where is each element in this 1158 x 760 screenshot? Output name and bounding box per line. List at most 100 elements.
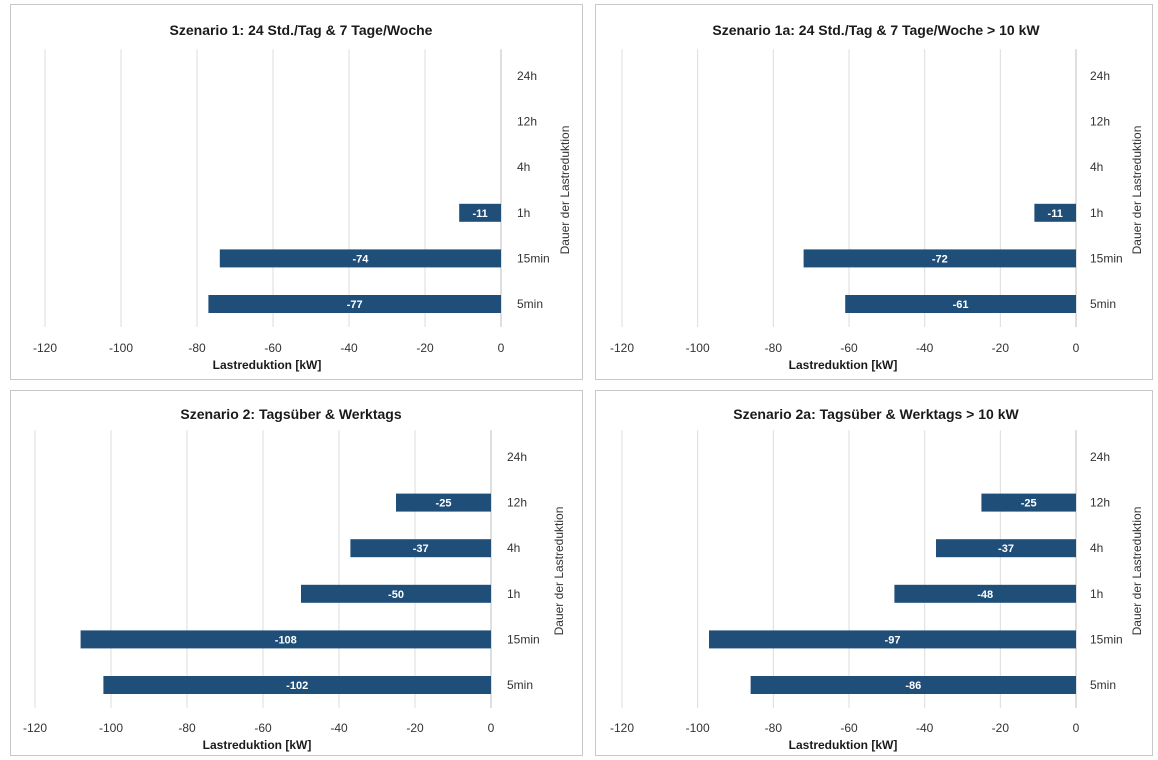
x-tick-label: -60 <box>840 721 858 735</box>
bar <box>750 676 1076 694</box>
chart-title: Szenario 1a: 24 Std./Tag & 7 Tage/Woche … <box>712 22 1040 38</box>
x-tick-label: -80 <box>188 341 206 355</box>
category-label: 15min <box>517 251 550 265</box>
bar <box>301 584 491 603</box>
data-label: -11 <box>472 208 487 220</box>
bar <box>936 539 1076 558</box>
y-axis-label: Dauer der Lastreduktion <box>1130 507 1144 636</box>
chart-panel-1: Szenario 1: 24 Std./Tag & 7 Tage/Woche -1… <box>10 4 583 380</box>
category-label: 1h <box>507 587 520 601</box>
category-label: 1h <box>1090 587 1103 601</box>
bar <box>845 295 1076 313</box>
data-label: -72 <box>932 253 948 265</box>
data-label: -74 <box>352 253 369 265</box>
x-tick-label: -80 <box>178 721 196 735</box>
x-tick-label: -100 <box>686 341 710 355</box>
category-label: 15min <box>1090 251 1123 265</box>
x-tick-label: -60 <box>264 341 282 355</box>
x-tick-label: -60 <box>254 721 272 735</box>
data-label: -102 <box>286 680 308 692</box>
category-label: 4h <box>1090 160 1103 174</box>
data-label: -25 <box>1021 498 1037 510</box>
category-label: 15min <box>507 632 540 646</box>
data-label: -61 <box>953 299 969 311</box>
bar-chart-svg: Szenario 2a: Tagsüber & Werktags > 10 kW… <box>610 406 1144 752</box>
data-label: -48 <box>977 589 993 601</box>
data-label: -77 <box>347 299 363 311</box>
bar <box>396 493 491 512</box>
y-axis-label: Dauer der Lastreduktion <box>552 507 566 636</box>
bar <box>219 249 502 268</box>
category-label: 12h <box>1090 115 1110 129</box>
x-tick-label: -40 <box>340 341 358 355</box>
category-label: 4h <box>517 160 530 174</box>
x-tick-label: -80 <box>765 341 783 355</box>
x-axis-label: Lastreduktion [kW] <box>789 358 898 372</box>
bar <box>208 295 501 313</box>
x-tick-label: -80 <box>765 721 783 735</box>
category-label: 1h <box>1090 206 1103 220</box>
data-label: -86 <box>905 680 921 692</box>
category-label: 1h <box>517 206 530 220</box>
data-label: -37 <box>998 543 1014 555</box>
chart-panel-2: Szenario 1a: 24 Std./Tag & 7 Tage/Woche … <box>595 4 1153 380</box>
category-label: 5min <box>1090 678 1116 692</box>
x-tick-label: -20 <box>992 721 1010 735</box>
category-label: 12h <box>517 115 537 129</box>
y-axis-label: Dauer der Lastreduktion <box>558 126 572 255</box>
bar <box>981 493 1076 512</box>
category-label: 24h <box>1090 69 1110 83</box>
data-label: -97 <box>885 634 901 646</box>
data-label: -11 <box>1048 208 1063 220</box>
chart-panel-3: Szenario 2: Tagsüber & Werktags -120 -100 -… <box>10 390 583 756</box>
x-tick-label: -20 <box>416 341 434 355</box>
bar <box>1034 203 1076 222</box>
x-axis-label: Lastreduktion [kW] <box>203 738 312 752</box>
bar <box>103 676 492 694</box>
data-label: -37 <box>413 543 429 555</box>
category-label: 24h <box>507 450 527 464</box>
category-label: 5min <box>517 297 543 311</box>
data-label: -25 <box>436 498 452 510</box>
bar <box>80 630 491 649</box>
category-label: 4h <box>507 541 520 555</box>
x-tick-label: -40 <box>916 341 934 355</box>
x-tick-label: -100 <box>99 721 123 735</box>
category-label: 12h <box>1090 496 1110 510</box>
x-tick-label: -40 <box>916 721 934 735</box>
x-tick-label: -60 <box>840 341 858 355</box>
x-axis-label: Lastreduktion [kW] <box>789 738 898 752</box>
bar <box>803 249 1076 268</box>
bar <box>709 630 1076 649</box>
x-tick-label: -120 <box>23 721 47 735</box>
x-tick-label: 0 <box>498 341 505 355</box>
x-tick-label: -100 <box>686 721 710 735</box>
x-tick-label: -40 <box>330 721 348 735</box>
category-label: 4h <box>1090 541 1103 555</box>
x-tick-label: -120 <box>610 721 634 735</box>
bar <box>459 203 501 222</box>
x-tick-label: -20 <box>992 341 1010 355</box>
bar-chart-svg: Szenario 1: 24 Std./Tag & 7 Tage/Woche -1… <box>33 22 572 372</box>
y-axis-label: Dauer der Lastreduktion <box>1130 126 1144 255</box>
x-tick-label: -20 <box>406 721 424 735</box>
chart-title: Szenario 2a: Tagsüber & Werktags > 10 kW <box>733 406 1019 422</box>
x-tick-label: 0 <box>488 721 495 735</box>
category-label: 5min <box>507 678 533 692</box>
x-tick-label: -100 <box>109 341 133 355</box>
bar <box>350 539 491 558</box>
bar-chart-svg: Szenario 2: Tagsüber & Werktags -120 -100 -… <box>23 406 566 752</box>
bar-chart-svg: Szenario 1a: 24 Std./Tag & 7 Tage/Woche … <box>610 22 1144 372</box>
data-label: -108 <box>275 634 297 646</box>
category-label: 12h <box>507 496 527 510</box>
chart-title: Szenario 2: Tagsüber & Werktags <box>180 406 401 422</box>
category-label: 5min <box>1090 297 1116 311</box>
category-label: 24h <box>517 69 537 83</box>
x-tick-label: -120 <box>33 341 57 355</box>
data-label: -50 <box>388 589 404 601</box>
bar <box>894 584 1076 603</box>
x-tick-label: 0 <box>1073 721 1080 735</box>
chart-title: Szenario 1: 24 Std./Tag & 7 Tage/Woche <box>170 22 433 38</box>
x-tick-label: -120 <box>610 341 634 355</box>
category-label: 24h <box>1090 450 1110 464</box>
